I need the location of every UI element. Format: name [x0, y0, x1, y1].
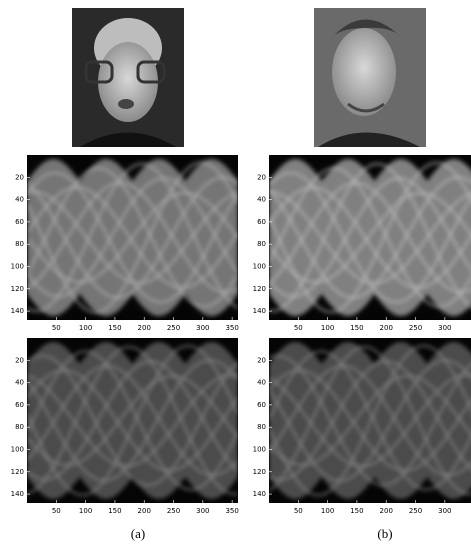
- photo-b: [314, 8, 426, 147]
- y-tick-label: 140: [253, 490, 266, 498]
- x-tick-label: 200: [138, 324, 151, 332]
- y-tick-label: 40: [257, 196, 266, 204]
- y-tick-label: 60: [15, 218, 24, 226]
- sinogram: 20 40 60 80 100 120 140 50 100 150 200 250 300: [253, 155, 471, 332]
- sinogram-panels: 20 40 60 80 100 120 140 50 100 150 200 250 300 350 20 4…: [11, 155, 471, 515]
- y-tick-label: 80: [15, 423, 24, 431]
- x-tick-label: 200: [138, 507, 151, 515]
- x-tick-label: 150: [350, 507, 363, 515]
- y-tick-label: 120: [253, 285, 266, 293]
- y-tick-label: 20: [15, 356, 24, 364]
- y-tick-label: 120: [253, 468, 266, 476]
- x-tick-label: 150: [108, 324, 121, 332]
- y-tick-label: 140: [11, 307, 24, 315]
- x-tick-label: 100: [79, 507, 92, 515]
- x-tick-label: 150: [108, 507, 121, 515]
- y-tick-label: 100: [253, 445, 266, 453]
- photo-a: [72, 8, 184, 147]
- caption: (b): [377, 526, 392, 541]
- x-tick-label: 100: [321, 324, 334, 332]
- y-tick-label: 140: [11, 490, 24, 498]
- y-tick-label: 120: [11, 468, 24, 476]
- x-tick-label: 100: [321, 507, 334, 515]
- caption: (a): [131, 526, 145, 541]
- y-tick-label: 40: [15, 379, 24, 387]
- x-tick-label: 350: [225, 507, 238, 515]
- y-tick-label: 100: [11, 445, 24, 453]
- y-tick-label: 140: [253, 307, 266, 315]
- y-tick-label: 120: [11, 285, 24, 293]
- x-tick-label: 300: [196, 507, 209, 515]
- y-tick-label: 80: [257, 240, 266, 248]
- sinogram-image: [269, 338, 471, 503]
- x-tick-label: 250: [409, 507, 422, 515]
- figure: 20 40 60 80 100 120 140 50 100 150 200 250 300 350 20 4…: [0, 0, 471, 544]
- x-tick-label: 150: [350, 324, 363, 332]
- x-tick-label: 200: [380, 324, 393, 332]
- y-tick-label: 40: [257, 379, 266, 387]
- sinogram: 20 40 60 80 100 120 140 50 100 150 200 250 300 350: [11, 338, 239, 515]
- y-tick-label: 60: [257, 401, 266, 409]
- x-tick-label: 350: [225, 324, 238, 332]
- y-tick-label: 80: [257, 423, 266, 431]
- x-tick-label: 300: [438, 324, 451, 332]
- x-tick-label: 50: [52, 507, 61, 515]
- sinogram-image: [27, 155, 238, 320]
- y-tick-label: 20: [15, 173, 24, 181]
- y-tick-label: 20: [257, 173, 266, 181]
- x-tick-label: 250: [167, 507, 180, 515]
- x-tick-label: 250: [409, 324, 422, 332]
- y-tick-label: 100: [253, 262, 266, 270]
- y-tick-label: 40: [15, 196, 24, 204]
- sinogram: 20 40 60 80 100 120 140 50 100 150 200 250 300 350: [11, 155, 239, 332]
- y-tick-label: 80: [15, 240, 24, 248]
- sinogram: 20 40 60 80 100 120 140 50 100 150 200 250 300: [253, 338, 471, 515]
- sinogram-image: [269, 155, 471, 320]
- x-tick-label: 50: [294, 507, 303, 515]
- x-tick-label: 300: [438, 507, 451, 515]
- y-tick-label: 60: [15, 401, 24, 409]
- y-tick-label: 60: [257, 218, 266, 226]
- x-tick-label: 50: [52, 324, 61, 332]
- x-tick-label: 200: [380, 507, 393, 515]
- x-tick-label: 250: [167, 324, 180, 332]
- y-tick-label: 20: [257, 356, 266, 364]
- sinogram-image: [27, 338, 238, 503]
- x-tick-label: 300: [196, 324, 209, 332]
- y-tick-label: 100: [11, 262, 24, 270]
- x-tick-label: 50: [294, 324, 303, 332]
- x-tick-label: 100: [79, 324, 92, 332]
